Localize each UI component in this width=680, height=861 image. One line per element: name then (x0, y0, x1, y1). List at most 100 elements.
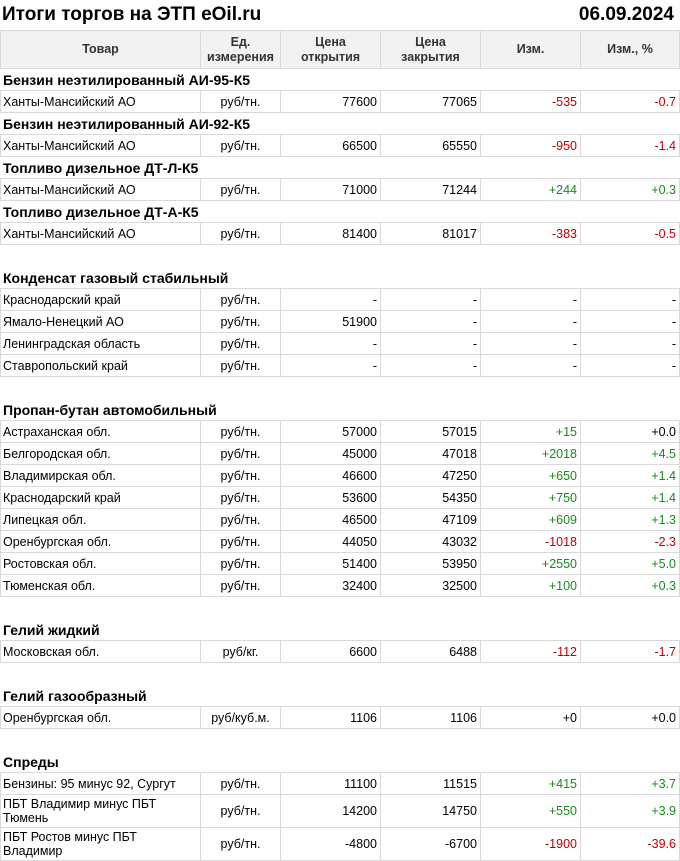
close-price: - (380, 332, 481, 355)
unit: руб/тн. (200, 827, 281, 861)
spacer-row (1, 663, 680, 685)
spacer-cell (201, 663, 281, 685)
empty-cell (480, 266, 581, 289)
change: - (480, 310, 581, 333)
spacer-cell (581, 729, 680, 751)
spacer-row (1, 245, 680, 267)
open-price: 11100 (280, 772, 381, 795)
spacer-cell (381, 377, 481, 399)
spacer-cell (281, 597, 381, 619)
column-header-text: Товар (82, 42, 119, 56)
empty-cell (580, 200, 680, 223)
unit: руб/тн. (200, 574, 281, 597)
unit: руб/тн. (200, 222, 281, 245)
open-price: 81400 (280, 222, 381, 245)
change-pct: +5.0 (580, 552, 680, 575)
product: Оренбургская обл. (0, 706, 201, 729)
product: Ленинградская область (0, 332, 201, 355)
empty-cell (380, 398, 481, 421)
empty-cell (580, 618, 680, 641)
spacer-cell (201, 245, 281, 267)
change: +2550 (480, 552, 581, 575)
spacer-cell (281, 729, 381, 751)
change-pct: - (580, 332, 680, 355)
empty-cell (580, 266, 680, 289)
section-title: Топливо дизельное ДТ-Л-К5 (0, 156, 381, 179)
column-header: Изм. (480, 30, 581, 69)
unit: руб/тн. (200, 552, 281, 575)
section-title: Спреды (0, 750, 381, 773)
product: ПБТ Ростов минус ПБТ Владимир (0, 827, 201, 861)
change: -950 (480, 134, 581, 157)
unit: руб/тн. (200, 442, 281, 465)
section-row: Бензин неэтилированный АИ-92-К5 (0, 112, 680, 135)
empty-cell (380, 750, 481, 773)
spacer-cell (581, 377, 680, 399)
close-price: 65550 (380, 134, 481, 157)
data-row: Ставропольский край руб/тн. - - - - (0, 354, 680, 377)
section-title: Гелий газообразный (0, 684, 381, 707)
spacer-cell (1, 729, 201, 751)
empty-cell (580, 398, 680, 421)
open-price: 77600 (280, 90, 381, 113)
column-header: Цена закрытия (380, 30, 481, 69)
change: +100 (480, 574, 581, 597)
data-row: Ханты-Мансийский АО руб/тн. 71000 71244 +244… (0, 178, 680, 201)
change: - (480, 354, 581, 377)
product: Белгородская обл. (0, 442, 201, 465)
open-price: 46500 (280, 508, 381, 531)
unit: руб/тн. (200, 90, 281, 113)
data-row: Ленинградская область руб/тн. - - - - (0, 332, 680, 355)
close-price: 54350 (380, 486, 481, 509)
spacer-cell (481, 377, 581, 399)
open-price: 53600 (280, 486, 381, 509)
data-row: Московская обл. руб/кг. 6600 6488 -112 -1.7 (0, 640, 680, 663)
section-title: Гелий жидкий (0, 618, 381, 641)
empty-cell (480, 398, 581, 421)
unit: руб/кг. (200, 640, 281, 663)
spacer-cell (381, 729, 481, 751)
unit: руб/тн. (200, 288, 281, 311)
section-row: Гелий газообразный (0, 684, 680, 707)
spacer-cell (481, 729, 581, 751)
change: +650 (480, 464, 581, 487)
change-pct: -2.3 (580, 530, 680, 553)
unit: руб/тн. (200, 420, 281, 443)
open-price: 6600 (280, 640, 381, 663)
empty-cell (380, 684, 481, 707)
spacer-cell (381, 663, 481, 685)
data-row: ПБТ Ростов минус ПБТ Владимир руб/тн. -480… (0, 827, 680, 861)
spacer-cell (1, 245, 201, 267)
change-pct: -1.7 (580, 640, 680, 663)
data-row: Липецкая обл. руб/тн. 46500 47109 +609 +1.3 (0, 508, 680, 531)
close-price: 6488 (380, 640, 481, 663)
change-pct: -1.4 (580, 134, 680, 157)
unit: руб/тн. (200, 134, 281, 157)
open-price: - (280, 332, 381, 355)
spacer-cell (581, 245, 680, 267)
unit: руб/тн. (200, 794, 281, 828)
product: ПБТ Владимир минус ПБТ Тюмень (0, 794, 201, 828)
empty-cell (580, 684, 680, 707)
spacer-cell (481, 597, 581, 619)
open-price: 1106 (280, 706, 381, 729)
empty-cell (480, 68, 581, 91)
open-price: 51400 (280, 552, 381, 575)
data-row: Астраханская обл. руб/тн. 57000 57015 +15 +0.… (0, 420, 680, 443)
change-pct: +3.9 (580, 794, 680, 828)
change-pct: +0.0 (580, 706, 680, 729)
close-price: - (380, 354, 481, 377)
change: +244 (480, 178, 581, 201)
change: -535 (480, 90, 581, 113)
product: Ханты-Мансийский АО (0, 90, 201, 113)
change-pct: - (580, 310, 680, 333)
close-price: 11515 (380, 772, 481, 795)
open-price: 46600 (280, 464, 381, 487)
change: - (480, 332, 581, 355)
unit: руб/тн. (200, 772, 281, 795)
change: -112 (480, 640, 581, 663)
section-row: Пропан-бутан автомобильный (0, 398, 680, 421)
open-price: 14200 (280, 794, 381, 828)
open-price: 71000 (280, 178, 381, 201)
